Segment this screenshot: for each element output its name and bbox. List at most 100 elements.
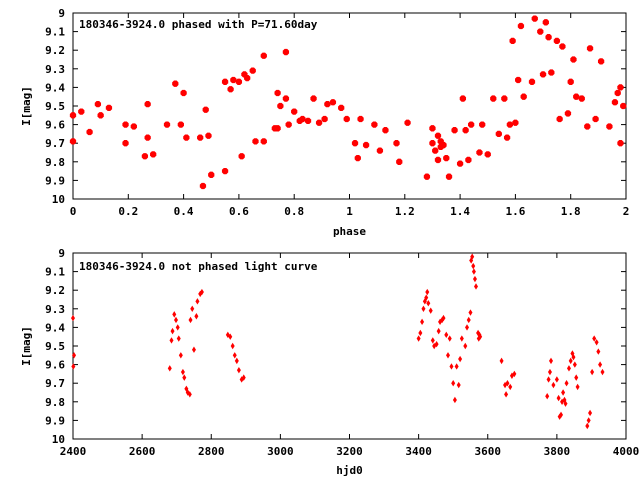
phased-data-point xyxy=(324,101,331,108)
unphased-data-point xyxy=(563,400,568,407)
phased-data-point xyxy=(484,151,491,158)
unphased-data-point xyxy=(473,283,478,290)
phased-y-tick-label: 9.9 xyxy=(45,174,65,187)
unphased-data-point xyxy=(449,363,454,370)
phased-data-point xyxy=(456,160,464,167)
unphased-data-point xyxy=(594,339,599,346)
phased-data-point xyxy=(468,121,475,128)
unphased-data-point xyxy=(559,411,564,419)
unphased-x-tick-label: 3800 xyxy=(544,445,571,458)
unphased-plot-frame xyxy=(72,252,627,440)
phased-data-point xyxy=(282,95,290,102)
unphased-data-point xyxy=(434,340,439,348)
phased-data-point xyxy=(321,115,328,123)
phased-data-point xyxy=(277,102,284,110)
phased-data-point xyxy=(260,52,267,59)
phased-data-point xyxy=(376,147,384,154)
phased-data-point xyxy=(183,134,190,141)
unphased-data-point xyxy=(454,363,459,370)
unphased-data-point xyxy=(425,288,430,296)
phased-data-point xyxy=(617,84,624,91)
unphased-data-point xyxy=(190,305,195,312)
phased-data-point xyxy=(614,89,621,97)
phased-data-point xyxy=(285,121,292,128)
phased-data-point xyxy=(205,132,212,139)
phased-data-point xyxy=(515,76,522,84)
unphased-data-point xyxy=(468,309,473,316)
phased-y-tick-label: 9.7 xyxy=(45,137,65,150)
phased-data-point xyxy=(86,128,93,136)
unphased-data-point xyxy=(547,368,552,376)
phased-data-point xyxy=(329,99,337,106)
unphased-data-point xyxy=(465,324,470,331)
unphased-data-point xyxy=(458,355,463,363)
unphased-data-point xyxy=(441,314,446,322)
phased-data-point xyxy=(545,34,552,41)
phased-data-point xyxy=(509,37,516,45)
unphased-data-point xyxy=(194,313,199,320)
phased-chart: 180346-3924.0 phased with P=71.60day pha… xyxy=(20,7,629,238)
phased-data-point xyxy=(476,149,483,156)
phased-y-tick-label: 9.3 xyxy=(45,63,65,76)
unphased-y-tick-label: 9.4 xyxy=(45,321,65,334)
unphased-data-point xyxy=(574,374,579,381)
phased-data-point xyxy=(465,156,472,164)
phased-data-point xyxy=(252,138,259,145)
unphased-x-tick-label: 3200 xyxy=(336,445,363,458)
unphased-data-point xyxy=(478,333,483,340)
unphased-data-point xyxy=(571,353,576,361)
phased-data-point xyxy=(227,86,234,93)
unphased-data-point xyxy=(428,307,433,314)
unphased-data-point xyxy=(471,262,476,270)
unphased-data-point xyxy=(191,346,196,353)
unphased-data-point xyxy=(178,352,183,359)
unphased-data-point xyxy=(551,381,556,389)
unphased-chart-title: 180346-3924.0 not phased light curve xyxy=(79,260,318,273)
phased-data-point xyxy=(512,119,519,126)
unphased-x-tick-label: 3400 xyxy=(405,445,432,458)
phased-x-tick-label: 1.4 xyxy=(450,205,470,218)
unphased-x-tick-label: 4000 xyxy=(613,445,640,458)
phased-x-tick-label: 1.6 xyxy=(505,205,525,218)
unphased-data-point xyxy=(586,417,591,424)
phased-data-point xyxy=(570,56,577,63)
phased-x-tick-label: 0.2 xyxy=(118,205,138,218)
unphased-y-tick-label: 9.6 xyxy=(45,359,65,372)
phased-data-point xyxy=(564,110,572,117)
phased-data-point xyxy=(197,134,204,141)
phased-data-point xyxy=(304,117,312,125)
phased-data-point xyxy=(199,182,207,190)
unphased-y-tick-label: 9.8 xyxy=(45,396,65,409)
unphased-data-point xyxy=(421,305,426,312)
phased-data-point xyxy=(528,78,536,85)
phased-data-point xyxy=(501,95,508,102)
unphased-data-point xyxy=(585,422,590,430)
unphased-data-point xyxy=(71,363,76,370)
phased-y-tick-label: 9.5 xyxy=(45,100,65,113)
phased-y-axis-title: I[mag] xyxy=(20,86,33,126)
phased-plot-frame xyxy=(72,12,627,200)
phased-y-tick-label: 9.8 xyxy=(45,156,65,169)
phased-data-point xyxy=(354,154,361,162)
phased-data-point xyxy=(371,121,378,128)
unphased-data-point xyxy=(451,380,456,387)
unphased-data-point xyxy=(456,381,461,389)
unphased-data-point xyxy=(188,316,193,324)
unphased-data-point xyxy=(504,391,509,398)
unphased-data-point xyxy=(470,253,475,260)
phased-data-point xyxy=(141,153,149,160)
phased-axis-ticks: 0 0.2 0.4 0.6 0.8 1 1.2 1.4 1.6 1.8 2 9 9.1 9.2 9.3 9.4… xyxy=(45,7,629,218)
phased-data-point xyxy=(249,67,256,74)
unphased-data-point xyxy=(418,329,423,337)
phased-data-point xyxy=(495,130,502,138)
phased-data-point xyxy=(122,140,129,147)
unphased-y-tick-label: 9.9 xyxy=(45,414,65,427)
phased-data-point xyxy=(404,119,411,126)
unphased-data-point xyxy=(596,348,601,355)
phased-data-point xyxy=(144,101,151,108)
unphased-data-point xyxy=(592,335,597,342)
unphased-y-tick-label: 10 xyxy=(52,433,65,446)
unphased-data-points xyxy=(71,253,605,430)
unphased-x-tick-label: 2400 xyxy=(60,445,87,458)
